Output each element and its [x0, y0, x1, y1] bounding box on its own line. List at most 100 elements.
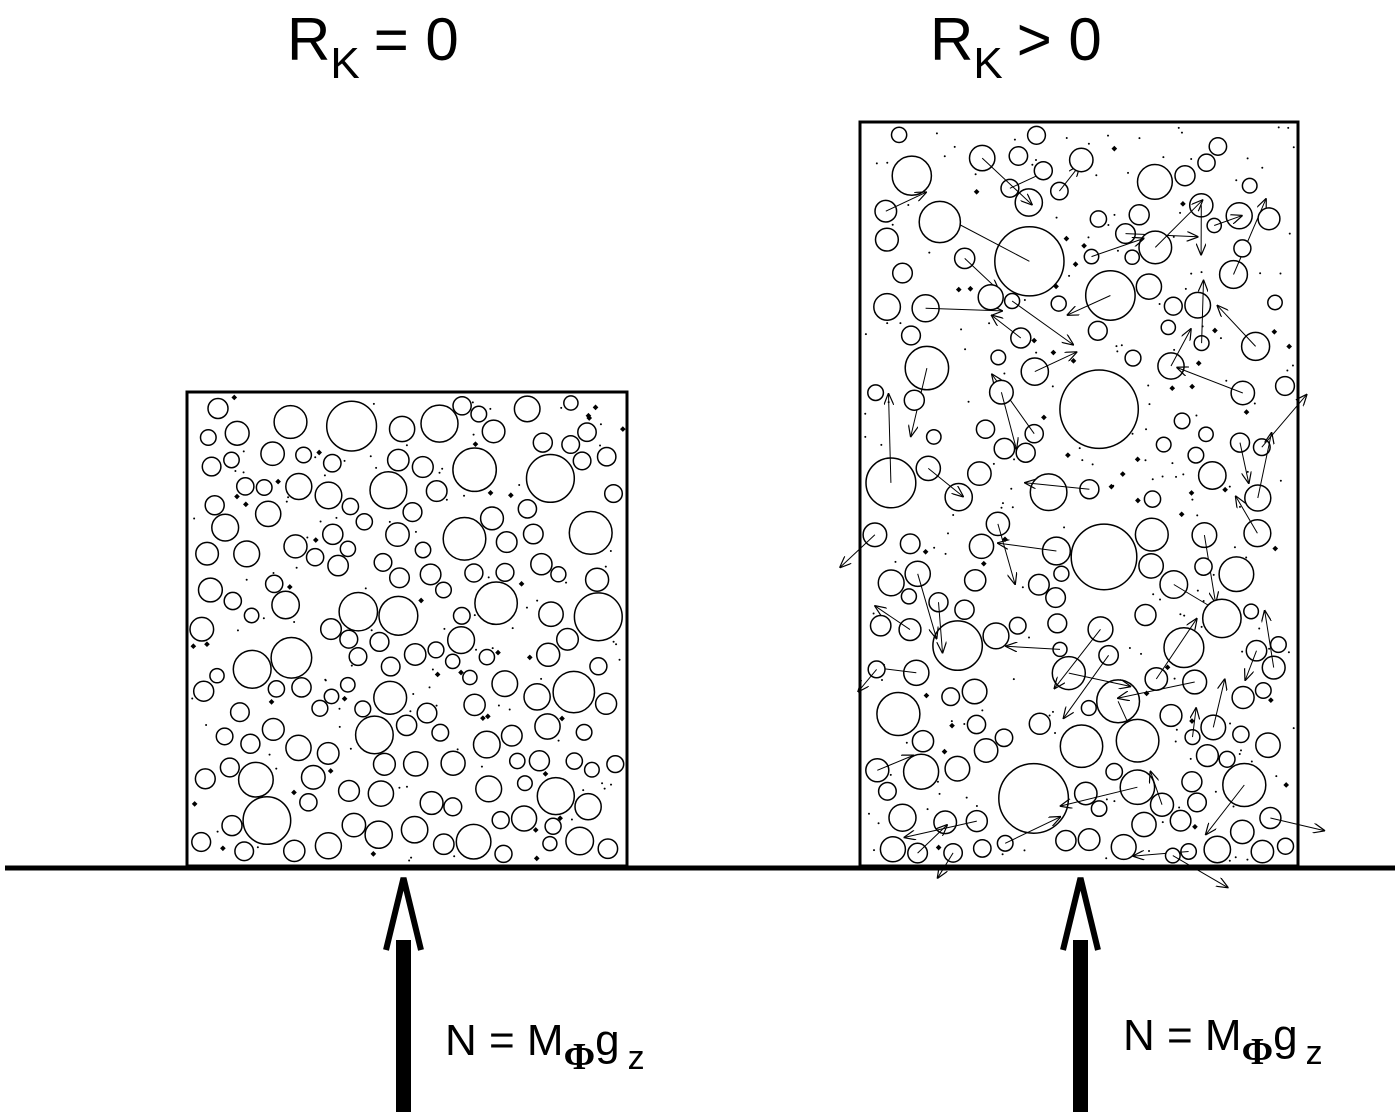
- velocity-arrow: [1068, 295, 1111, 315]
- dust: [974, 173, 977, 176]
- dust: [592, 404, 599, 411]
- lhs: N = M: [1123, 1011, 1242, 1060]
- dust: [1212, 573, 1215, 576]
- particle: [1119, 769, 1156, 806]
- dust: [1158, 302, 1161, 305]
- dust: [965, 796, 968, 799]
- dust: [1291, 364, 1294, 367]
- velocity-arrow: [1236, 496, 1258, 534]
- particle: [606, 754, 625, 774]
- dust: [941, 748, 948, 755]
- dust: [880, 443, 883, 446]
- velocity-arrow: [1006, 646, 1061, 649]
- dust: [582, 789, 585, 792]
- dust: [1179, 613, 1182, 616]
- dust: [370, 629, 373, 632]
- particle: [434, 581, 453, 599]
- particle: [523, 683, 551, 711]
- dust: [245, 578, 248, 581]
- particle: [1087, 320, 1108, 341]
- dust: [1178, 806, 1181, 809]
- particle: [508, 752, 526, 770]
- particle: [442, 516, 487, 561]
- dust: [1192, 823, 1198, 830]
- particle: [420, 404, 459, 443]
- dust: [1050, 349, 1057, 356]
- particle: [535, 642, 561, 668]
- velocity-arrow: [1239, 442, 1249, 483]
- dust: [1177, 126, 1180, 129]
- dust: [1034, 159, 1037, 162]
- particle: [1095, 679, 1141, 724]
- dust: [585, 412, 592, 419]
- dust: [559, 715, 565, 722]
- dust: [475, 648, 478, 651]
- particle: [525, 453, 576, 504]
- particle: [589, 657, 608, 676]
- particle: [470, 405, 488, 423]
- dust: [1189, 718, 1195, 724]
- particle: [1225, 202, 1253, 230]
- subscript: K: [330, 39, 359, 88]
- right-force-label: N = MΦg z: [1123, 1011, 1323, 1073]
- particle: [534, 713, 561, 740]
- dust: [319, 520, 322, 523]
- dust: [350, 664, 353, 667]
- particle: [867, 384, 885, 402]
- particle: [207, 397, 229, 420]
- dust: [1010, 487, 1013, 490]
- dust: [1195, 414, 1198, 417]
- dust: [1070, 358, 1077, 364]
- particle: [1218, 556, 1255, 593]
- particle: [201, 456, 222, 477]
- dust: [324, 678, 327, 681]
- dust: [542, 771, 549, 777]
- particle: [1274, 375, 1296, 397]
- dust: [1173, 348, 1176, 351]
- particle: [427, 641, 445, 659]
- particle: [1138, 552, 1165, 579]
- particle: [261, 717, 285, 742]
- particle: [271, 590, 301, 620]
- dust: [1286, 343, 1293, 350]
- dust: [1028, 636, 1031, 639]
- dust: [456, 748, 459, 751]
- particle: [314, 832, 343, 860]
- dust: [1172, 235, 1175, 238]
- dust: [1138, 137, 1141, 140]
- dust: [1222, 486, 1228, 493]
- particle: [911, 729, 935, 753]
- particle: [260, 441, 286, 467]
- particle: [1087, 616, 1114, 643]
- particle: [1015, 442, 1036, 463]
- dust: [338, 725, 341, 728]
- dust: [268, 699, 275, 705]
- velocity-arrow: [889, 394, 891, 483]
- dust: [1180, 131, 1183, 134]
- particle: [211, 513, 240, 542]
- dust: [1021, 586, 1024, 589]
- particle: [337, 779, 361, 803]
- dust: [1003, 372, 1006, 375]
- dust: [1175, 728, 1178, 731]
- dust: [434, 671, 441, 678]
- particle: [475, 775, 503, 803]
- dust: [1250, 760, 1253, 763]
- dust: [1013, 458, 1016, 461]
- particle: [223, 451, 240, 469]
- particle: [273, 404, 308, 440]
- particle: [341, 812, 367, 838]
- dust: [620, 426, 626, 432]
- dust: [487, 576, 490, 579]
- particle: [425, 480, 448, 503]
- particle: [925, 428, 942, 445]
- dust: [1131, 432, 1134, 435]
- dust: [472, 441, 479, 447]
- dust: [1087, 236, 1090, 239]
- dust: [1287, 126, 1290, 129]
- particle: [1267, 294, 1283, 311]
- particle: [918, 200, 962, 244]
- dust: [1001, 502, 1004, 505]
- particle: [300, 764, 326, 790]
- particle: [191, 831, 212, 853]
